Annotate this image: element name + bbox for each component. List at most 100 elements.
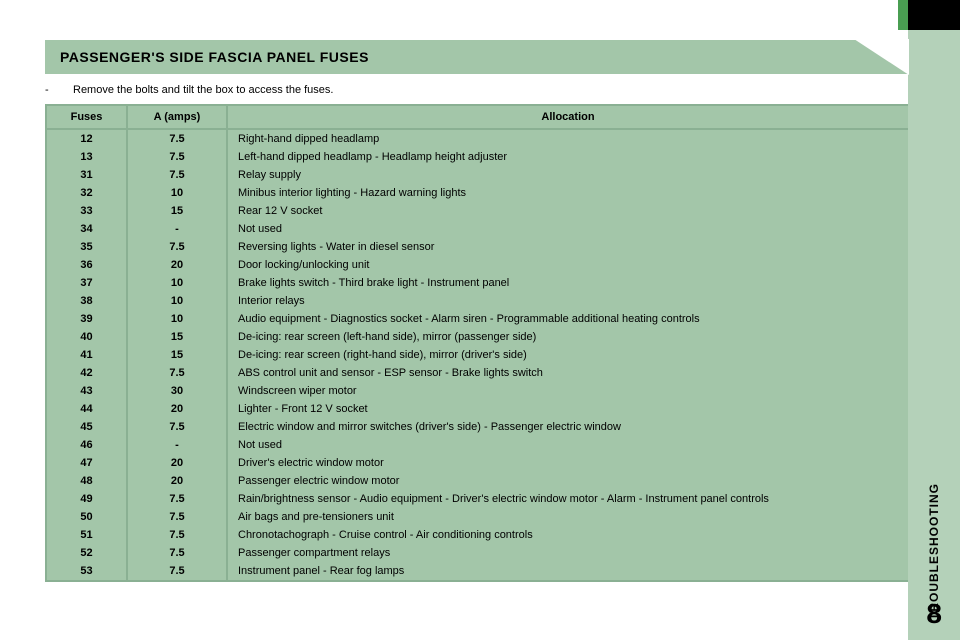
cell-amps: 10 (127, 274, 227, 292)
table-header-row: Fuses A (amps) Allocation (47, 106, 908, 129)
cell-fuse: 31 (47, 166, 127, 184)
cell-fuse: 13 (47, 148, 127, 166)
cell-amps: 7.5 (127, 129, 227, 148)
cell-amps: 20 (127, 454, 227, 472)
cell-fuse: 49 (47, 490, 127, 508)
watermark: carmanualsonline.info (714, 613, 900, 634)
cell-fuse: 12 (47, 129, 127, 148)
cell-allocation: ABS control unit and sensor - ESP sensor… (227, 364, 908, 382)
cell-amps: 7.5 (127, 490, 227, 508)
cell-amps: 30 (127, 382, 227, 400)
table-row: 3315Rear 12 V socket (47, 202, 908, 220)
cell-fuse: 37 (47, 274, 127, 292)
fuse-table-wrap: Fuses A (amps) Allocation 127.5Right-han… (45, 104, 908, 582)
cell-allocation: Not used (227, 220, 908, 238)
cell-allocation: Right-hand dipped headlamp (227, 129, 908, 148)
cell-amps: 7.5 (127, 148, 227, 166)
cell-allocation: Relay supply (227, 166, 908, 184)
cell-fuse: 44 (47, 400, 127, 418)
cell-fuse: 39 (47, 310, 127, 328)
table-row: 4820Passenger electric window motor (47, 472, 908, 490)
cell-allocation: Rear 12 V socket (227, 202, 908, 220)
table-row: 127.5Right-hand dipped headlamp (47, 129, 908, 148)
cell-fuse: 46 (47, 436, 127, 454)
cell-fuse: 45 (47, 418, 127, 436)
table-row: 517.5Chronotachograph - Cruise control -… (47, 526, 908, 544)
cell-amps: 7.5 (127, 526, 227, 544)
table-row: 4115De-icing: rear screen (right-hand si… (47, 346, 908, 364)
cell-amps: 7.5 (127, 544, 227, 562)
table-row: 4330Windscreen wiper motor (47, 382, 908, 400)
header-amps: A (amps) (127, 106, 227, 129)
cell-allocation: Rain/brightness sensor - Audio equipment… (227, 490, 908, 508)
cell-allocation: Not used (227, 436, 908, 454)
chapter-number: 8 (926, 598, 942, 630)
cell-allocation: Brake lights switch - Third brake light … (227, 274, 908, 292)
cell-fuse: 53 (47, 562, 127, 580)
cell-fuse: 52 (47, 544, 127, 562)
cell-amps: 10 (127, 310, 227, 328)
cell-amps: - (127, 436, 227, 454)
table-row: 137.5Left-hand dipped headlamp - Headlam… (47, 148, 908, 166)
table-row: 507.5Air bags and pre-tensioners unit (47, 508, 908, 526)
table-row: 527.5Passenger compartment relays (47, 544, 908, 562)
cell-fuse: 42 (47, 364, 127, 382)
cell-amps: 7.5 (127, 166, 227, 184)
cell-allocation: Interior relays (227, 292, 908, 310)
cell-amps: 10 (127, 184, 227, 202)
cell-allocation: Electric window and mirror switches (dri… (227, 418, 908, 436)
table-row: 497.5Rain/brightness sensor - Audio equi… (47, 490, 908, 508)
table-row: 357.5Reversing lights - Water in diesel … (47, 238, 908, 256)
table-row: 3620Door locking/unlocking unit (47, 256, 908, 274)
cell-allocation: Door locking/unlocking unit (227, 256, 908, 274)
cell-amps: 15 (127, 328, 227, 346)
cell-amps: 7.5 (127, 238, 227, 256)
cell-amps: - (127, 220, 227, 238)
cell-allocation: Instrument panel - Rear fog lamps (227, 562, 908, 580)
cell-fuse: 41 (47, 346, 127, 364)
table-row: 457.5Electric window and mirror switches… (47, 418, 908, 436)
cell-fuse: 35 (47, 238, 127, 256)
cell-fuse: 40 (47, 328, 127, 346)
table-row: 3910Audio equipment - Diagnostics socket… (47, 310, 908, 328)
cell-amps: 7.5 (127, 418, 227, 436)
table-row: 3710Brake lights switch - Third brake li… (47, 274, 908, 292)
content-block: PASSENGER'S SIDE FASCIA PANEL FUSES -Rem… (45, 40, 908, 582)
cell-fuse: 33 (47, 202, 127, 220)
table-row: 317.5Relay supply (47, 166, 908, 184)
cell-allocation: Chronotachograph - Cruise control - Air … (227, 526, 908, 544)
cell-fuse: 43 (47, 382, 127, 400)
cell-fuse: 51 (47, 526, 127, 544)
table-row: 427.5ABS control unit and sensor - ESP s… (47, 364, 908, 382)
cell-amps: 20 (127, 256, 227, 274)
cell-allocation: Windscreen wiper motor (227, 382, 908, 400)
instruction-text: Remove the bolts and tilt the box to acc… (73, 84, 333, 96)
accent-tab (898, 0, 908, 30)
cell-amps: 10 (127, 292, 227, 310)
cell-amps: 7.5 (127, 364, 227, 382)
cell-fuse: 47 (47, 454, 127, 472)
cell-allocation: Lighter - Front 12 V socket (227, 400, 908, 418)
header-fuses: Fuses (47, 106, 127, 129)
header-allocation: Allocation (227, 106, 908, 129)
bullet-dash: - (45, 84, 73, 96)
cell-amps: 7.5 (127, 508, 227, 526)
cell-fuse: 36 (47, 256, 127, 274)
table-row: 4420Lighter - Front 12 V socket (47, 400, 908, 418)
cell-fuse: 48 (47, 472, 127, 490)
cell-fuse: 34 (47, 220, 127, 238)
cell-allocation: Passenger compartment relays (227, 544, 908, 562)
page-title: PASSENGER'S SIDE FASCIA PANEL FUSES (45, 49, 369, 65)
cell-amps: 7.5 (127, 562, 227, 580)
cell-allocation: De-icing: rear screen (right-hand side),… (227, 346, 908, 364)
table-row: 4720Driver's electric window motor (47, 454, 908, 472)
cell-fuse: 38 (47, 292, 127, 310)
cell-amps: 15 (127, 202, 227, 220)
cell-amps: 15 (127, 346, 227, 364)
cell-allocation: Air bags and pre-tensioners unit (227, 508, 908, 526)
cell-fuse: 32 (47, 184, 127, 202)
table-row: 537.5Instrument panel - Rear fog lamps (47, 562, 908, 580)
fuse-table: Fuses A (amps) Allocation 127.5Right-han… (47, 106, 908, 580)
table-row: 4015De-icing: rear screen (left-hand sid… (47, 328, 908, 346)
sidebar: TROUBLESHOOTING (908, 30, 960, 640)
